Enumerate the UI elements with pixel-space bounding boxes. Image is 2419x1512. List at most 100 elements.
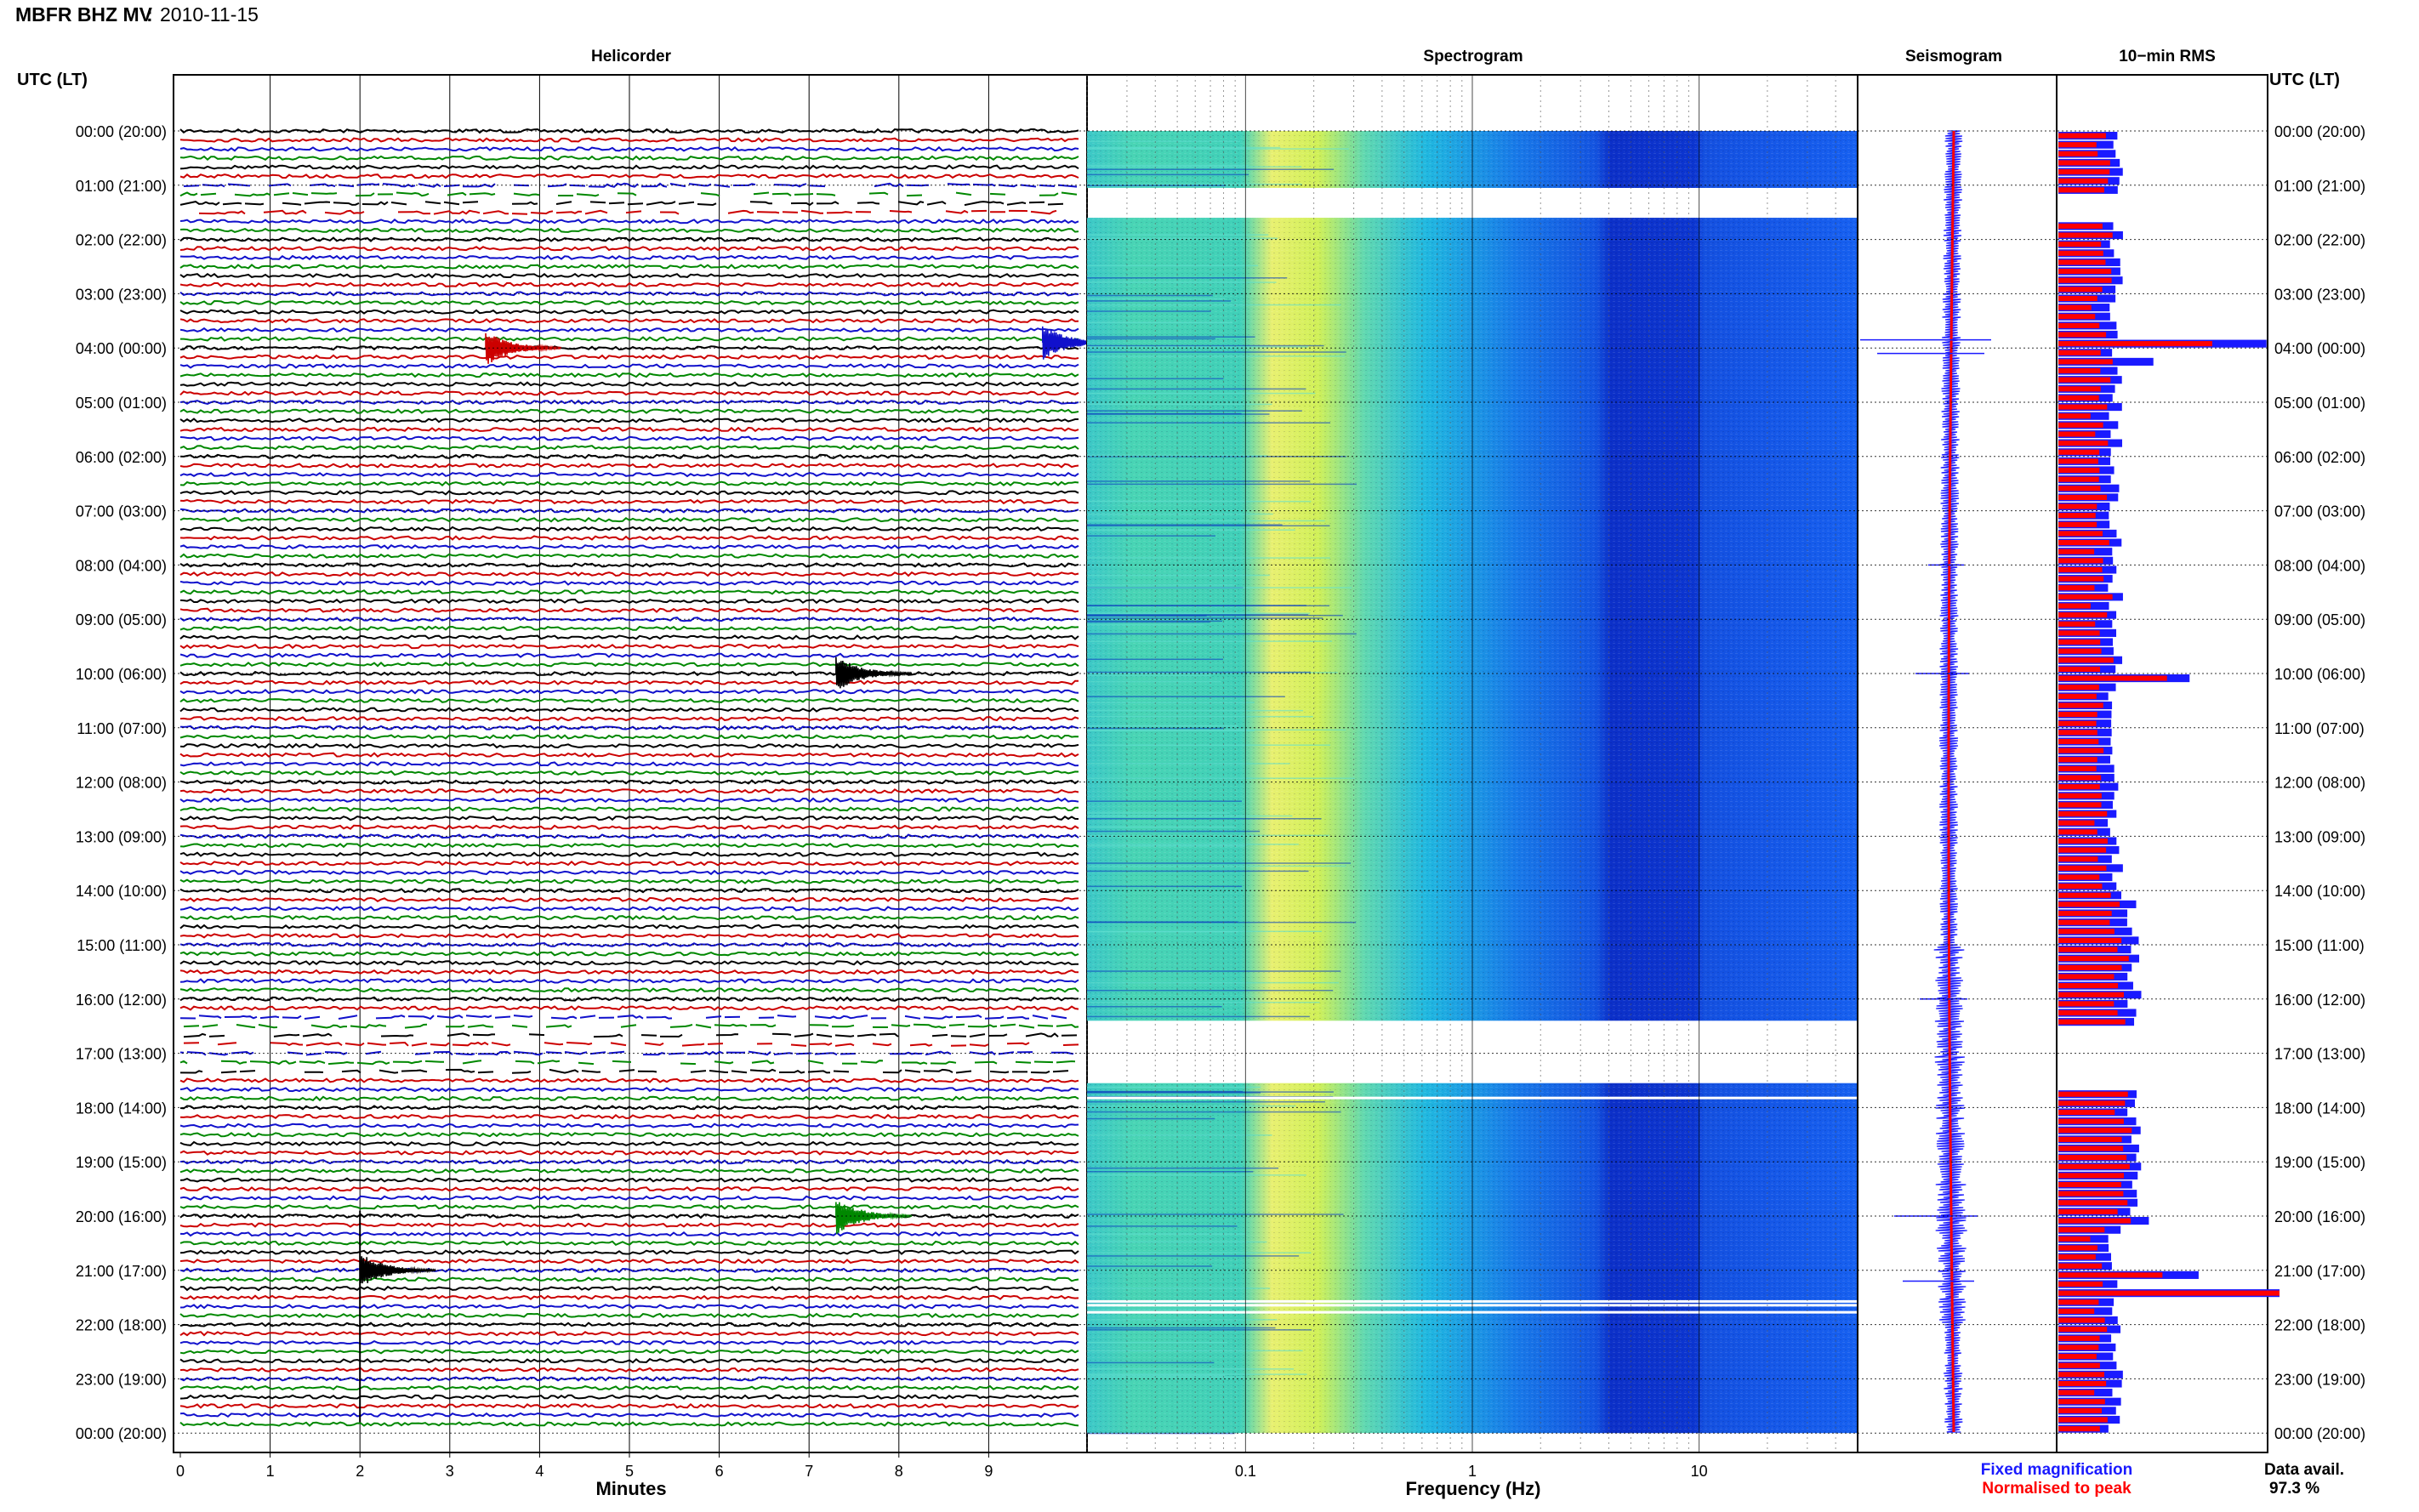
helicorder-trace-line <box>179 354 1079 361</box>
spectrogram-streak <box>1087 671 1311 674</box>
spectrogram-streak <box>1087 168 1335 170</box>
spectrogram-streak <box>1087 455 1268 457</box>
hour-label-left: 20:00 (16:00) <box>76 1208 167 1225</box>
helicorder-trace-line <box>179 833 1079 839</box>
rms-bar-normalised <box>2058 1091 2128 1097</box>
spectrogram-streak <box>1087 1134 1272 1136</box>
rms-bar-normalised <box>2058 747 2104 753</box>
helicorder-trace-line <box>179 951 1079 957</box>
rms-bar-normalised <box>2058 1308 2095 1314</box>
spectrogram-streak <box>1087 921 1357 924</box>
rms-bar-normalised <box>2058 404 2108 410</box>
helicorder-trace-line <box>179 652 1079 659</box>
rms-bar-normalised <box>2058 1263 2103 1269</box>
spectrogram-streak <box>1087 1374 1226 1377</box>
helicorder-trace-line <box>179 137 1079 143</box>
helicorder-trace-line <box>179 598 1079 605</box>
rms-bar-normalised <box>2058 1173 2124 1179</box>
spectrogram-streak <box>1087 529 1295 531</box>
rms-bar-normalised <box>2058 693 2097 699</box>
rms-bar-normalised <box>2058 1407 2103 1413</box>
hour-label-left: 01:00 (21:00) <box>76 178 167 195</box>
spectrogram-streak <box>1087 612 1311 615</box>
helicorder-trace-line <box>179 1240 1079 1247</box>
rms-bar-normalised <box>2058 1354 2097 1360</box>
rms-bar-normalised <box>2058 738 2099 745</box>
spectrogram-streak <box>1087 525 1330 527</box>
rms-bar-normalised <box>2058 865 2107 871</box>
spectrogram-streak <box>1087 535 1215 537</box>
helicorder-trace-line <box>179 1384 1079 1391</box>
helicorder-trace-line <box>179 689 1079 695</box>
helicorder-trace-line <box>179 1150 1079 1156</box>
helicorder-trace-line <box>179 806 1079 812</box>
rms-bar-normalised <box>2058 775 2102 781</box>
helicorder-trace-line <box>179 742 1079 749</box>
spectrogram-streak <box>1087 1319 1278 1321</box>
rms-bar-normalised <box>2058 992 2124 998</box>
spectrogram-streak <box>1087 1117 1215 1120</box>
helicorder-trace-line <box>179 571 1079 577</box>
hour-label-right: 00:00 (20:00) <box>2274 1425 2365 1442</box>
rms-bar-normalised <box>2058 1145 2124 1151</box>
spectrogram-streak <box>1087 885 1243 888</box>
title-separator: : <box>146 3 153 26</box>
helicorder-trace-line <box>179 408 1079 414</box>
spectrogram-x-label: Frequency (Hz) <box>1406 1478 1541 1499</box>
hour-label-right: 03:00 (23:00) <box>2274 286 2365 303</box>
rms-bar-normalised <box>2058 178 2109 184</box>
helicorder-x-tick-label: 2 <box>356 1463 364 1480</box>
spectrogram-streak <box>1087 1167 1279 1169</box>
helicorder-trace-line <box>183 1023 1079 1029</box>
hour-label-right: 15:00 (11:00) <box>2274 937 2365 954</box>
helicorder-trace-line <box>179 272 1079 279</box>
helicorder-event-burst <box>485 333 562 364</box>
helicorder-trace-line <box>179 309 1079 315</box>
rms-bar-normalised <box>2058 1019 2126 1025</box>
rms-bar-normalised <box>2058 223 2103 229</box>
helicorder-trace-line <box>179 1195 1079 1201</box>
spectrogram-streak <box>1087 1111 1341 1113</box>
hour-label-left: 13:00 (09:00) <box>76 828 167 845</box>
spectrogram-streak <box>1087 281 1277 283</box>
hour-label-left: 04:00 (00:00) <box>76 340 167 357</box>
helicorder-trace-line <box>179 969 1079 975</box>
helicorder-trace-line <box>179 986 1079 993</box>
helicorder-trace-line <box>179 299 1079 306</box>
rms-bar-normalised <box>2058 476 2099 482</box>
helicorder-trace-line <box>179 697 1079 704</box>
rms-bar-normalised <box>2058 314 2096 320</box>
rms-bar-normalised <box>2058 1426 2100 1432</box>
rms-bar-normalised <box>2058 657 2114 663</box>
helicorder-trace-line <box>179 236 1079 242</box>
spectrogram-streak <box>1087 621 1210 623</box>
spectrogram-streak <box>1087 1376 1245 1378</box>
rms-bar-normalised <box>2058 1009 2118 1016</box>
helicorder-trace-line <box>179 471 1079 478</box>
rms-bar-normalised <box>2058 1299 2099 1305</box>
helicorder-trace-line <box>179 155 1079 162</box>
helicorder-trace-line <box>179 1113 1079 1120</box>
spectrogram-streak <box>1087 148 1349 150</box>
hour-label-right: 01:00 (21:00) <box>2274 178 2365 195</box>
hour-labels-left: 00:00 (20:00) 01:00 (21:00) 02:00 (22:00) 0… <box>76 123 167 1442</box>
helicorder-trace-line <box>179 1267 1079 1274</box>
rms-bar-normalised <box>2058 1191 2124 1197</box>
spectrogram-x-tick-label: 10 <box>1691 1463 1708 1480</box>
hour-label-right: 02:00 (22:00) <box>2274 232 2365 249</box>
plot-date: 2010-11-15 <box>160 3 259 26</box>
helicorder-trace-line <box>179 426 1079 433</box>
rms-bar-normalised <box>2058 549 2095 554</box>
spectrogram-streak <box>1087 388 1306 390</box>
helicorder-trace-line <box>179 173 1079 179</box>
rms-bar-normalised <box>2058 666 2101 672</box>
helicorder-trace-line <box>179 1105 1079 1111</box>
helicorder-trace-line <box>179 1213 1079 1219</box>
hour-label-right: 12:00 (08:00) <box>2274 775 2365 792</box>
rms-bar-normalised <box>2058 287 2103 293</box>
helicorder-trace-line <box>179 788 1079 794</box>
spectrogram-streak <box>1087 483 1357 486</box>
panel-title-helicorder: Helicorder <box>591 48 672 65</box>
rms-bar-normalised <box>2058 1109 2115 1116</box>
hour-label-left: 03:00 (23:00) <box>76 286 167 303</box>
